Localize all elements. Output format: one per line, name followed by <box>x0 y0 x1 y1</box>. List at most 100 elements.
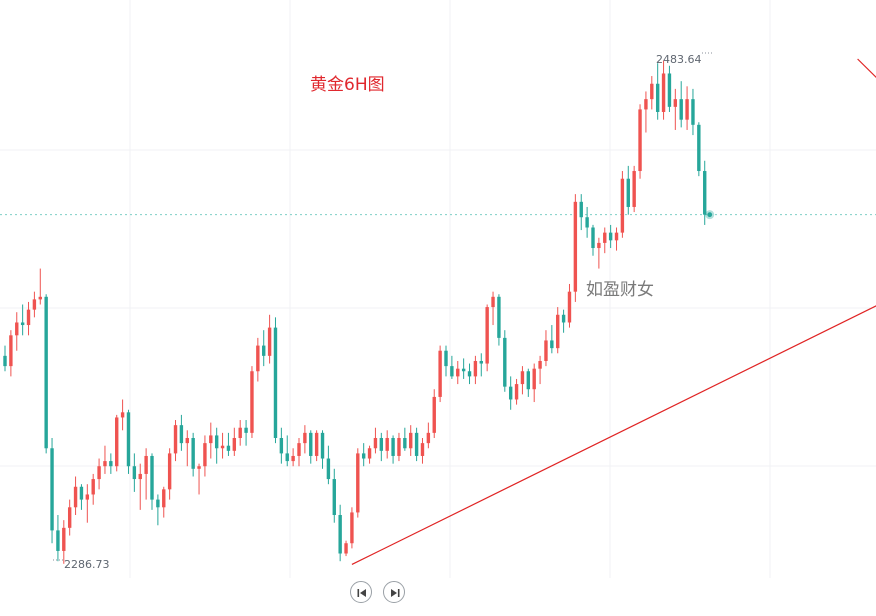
candle-body <box>361 453 366 459</box>
candle-body <box>250 371 254 433</box>
candle-body <box>591 227 595 249</box>
candle-body <box>179 425 184 444</box>
candle-body <box>226 445 231 451</box>
candle-body <box>291 455 295 462</box>
candle-body <box>573 201 578 292</box>
candle-body <box>173 425 178 454</box>
candle-body <box>314 432 319 456</box>
candle-body <box>485 307 489 364</box>
candle-body <box>38 296 42 300</box>
candle-body <box>62 527 66 551</box>
candle-body <box>497 296 501 338</box>
candle-body <box>20 322 25 326</box>
candle-body <box>391 437 395 456</box>
candle-body <box>67 507 72 528</box>
candle-body <box>508 386 513 400</box>
candle-body <box>403 437 407 449</box>
candle-body <box>197 466 201 469</box>
candle-body <box>667 73 672 107</box>
candle-body <box>126 412 131 467</box>
candle-body <box>691 99 695 125</box>
candle-body <box>556 314 560 349</box>
skip-back-icon <box>357 589 366 597</box>
candle-body <box>673 99 678 107</box>
candle-body <box>456 368 460 377</box>
candle-body <box>626 178 630 207</box>
candle-body <box>144 455 148 474</box>
candle-body <box>467 371 472 377</box>
candle-body <box>655 83 660 112</box>
candle-body <box>373 437 378 449</box>
candle-body <box>203 443 207 467</box>
candle-body <box>56 530 60 551</box>
candle-body <box>367 448 372 459</box>
candle-body <box>461 368 466 372</box>
candle-body <box>338 515 342 554</box>
candle-body <box>138 473 142 480</box>
candle-body <box>450 366 454 377</box>
candle-body <box>567 291 572 323</box>
candle-body <box>414 432 419 456</box>
candle-body <box>267 327 272 356</box>
candle-body <box>614 232 619 241</box>
candle-body <box>279 437 284 454</box>
candle-body <box>50 448 54 531</box>
candle-body <box>650 83 654 100</box>
candle-body <box>185 437 189 444</box>
next-button[interactable] <box>383 581 405 603</box>
candle-body <box>9 335 13 367</box>
candle-body <box>220 445 225 449</box>
candle-body <box>661 73 666 112</box>
candle-body <box>91 479 95 495</box>
candle-body <box>232 437 237 451</box>
candle-body <box>526 371 531 390</box>
candle-body <box>209 435 213 444</box>
candle-body <box>262 345 266 356</box>
candle-body <box>608 232 613 241</box>
candle-body <box>167 453 172 490</box>
candle-body <box>479 360 483 364</box>
candle-body <box>409 432 413 449</box>
chart-title: 黄金6H图 <box>310 75 385 95</box>
candle-body <box>332 479 336 516</box>
candle-body <box>309 432 313 456</box>
candle-body <box>120 412 125 418</box>
candle-body <box>214 435 219 449</box>
candle-body <box>544 340 548 361</box>
high-price-label: 2483.64 <box>656 53 702 66</box>
candle-body <box>703 171 707 215</box>
candle-body <box>320 432 325 459</box>
candle-body <box>15 322 19 336</box>
candle-body <box>432 396 436 433</box>
candle-body <box>620 178 625 233</box>
candle-body <box>150 455 154 500</box>
candle-body <box>644 99 648 110</box>
candle-body <box>397 437 401 456</box>
candle-body <box>597 242 601 249</box>
candle-body <box>97 466 101 480</box>
previous-button[interactable] <box>350 581 372 603</box>
watermark-text: 如盈财女 <box>586 280 654 300</box>
last-price-dot <box>707 212 713 218</box>
candle-body <box>356 453 360 513</box>
candle-body <box>438 350 442 397</box>
candle-body <box>103 461 107 467</box>
candle-body <box>238 427 242 438</box>
candle-body <box>350 512 354 544</box>
candle-body <box>344 543 348 554</box>
candle-body <box>256 345 260 372</box>
candle-body <box>491 296 495 308</box>
candle-body <box>697 124 701 172</box>
candle-body <box>191 437 195 469</box>
low-price-label: 2286.73 <box>64 558 110 571</box>
candle-body <box>550 340 554 349</box>
candle-body <box>156 499 160 508</box>
candle-body <box>273 327 278 438</box>
candle-body <box>585 217 589 228</box>
candle-body <box>385 437 389 451</box>
candle-body <box>115 417 119 467</box>
candle-body <box>561 314 566 323</box>
candle-body <box>297 443 301 456</box>
candle-body <box>444 350 448 367</box>
candle-body <box>473 360 478 377</box>
